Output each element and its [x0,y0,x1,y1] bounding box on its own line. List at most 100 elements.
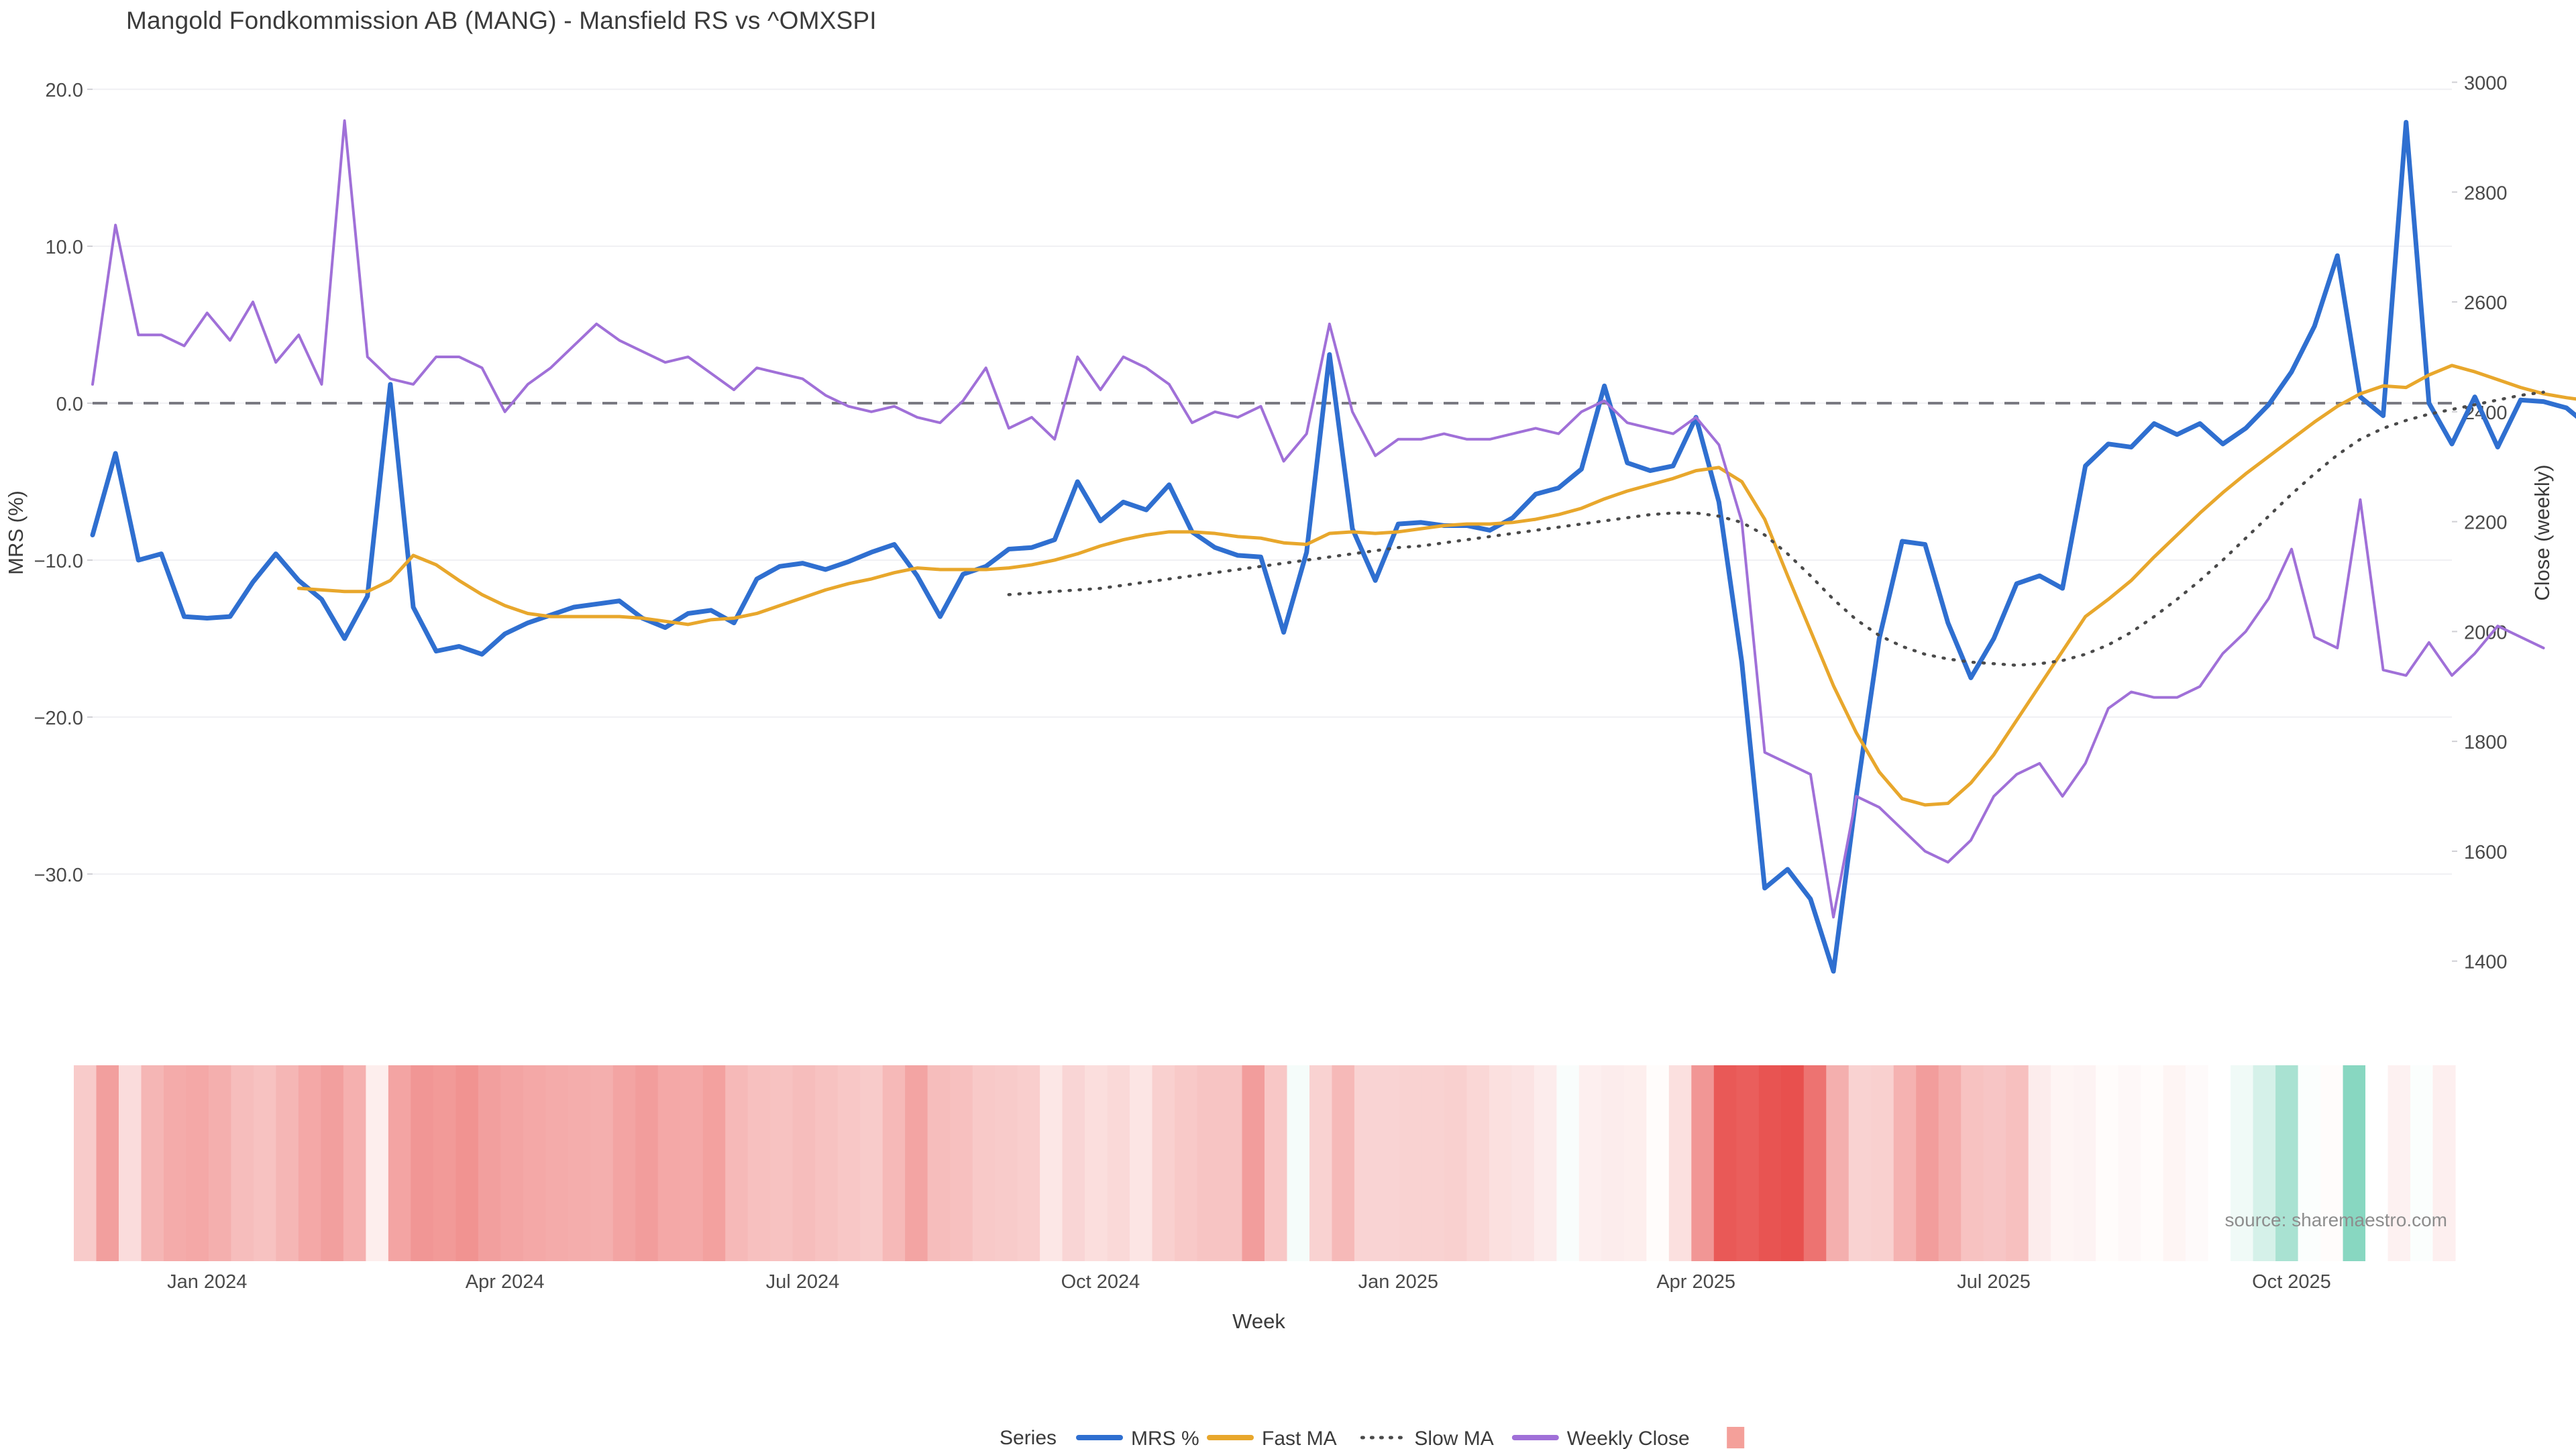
heatstrip-band [2028,1065,2051,1261]
heatstrip-band [186,1065,209,1261]
heatstrip-band [1085,1065,1108,1261]
heatstrip-band [2432,1065,2456,1261]
heatstrip-band [163,1065,187,1261]
right-axis-tick-label: 2200 [2464,513,2508,534]
legend-item-fast-ma[interactable]: Fast MA [1207,1428,1337,1449]
heatstrip-band [2253,1065,2276,1261]
rs-regime-heatstrip [74,1065,2456,1261]
heatstrip-band [1623,1065,1647,1261]
x-axis-tick-label: Jan 2025 [1358,1271,1438,1293]
right-axis: 300028002600240022002000180016001400Clos… [2452,73,2554,973]
heatstrip-band [411,1065,434,1261]
x-axis-tick-label: Oct 2024 [1061,1271,1140,1293]
heatstrip-band [478,1065,501,1261]
left-axis-label: MRS (%) [4,490,28,575]
heatstrip-band [1354,1065,1378,1261]
heatstrip-band [1040,1065,1063,1261]
heatstrip-band [1511,1065,1535,1261]
heatstrip-band [995,1065,1018,1261]
heatstrip-band [1466,1065,1490,1261]
heatstrip-band [972,1065,996,1261]
heatstrip-band [1983,1065,2006,1261]
legend-label-slow-ma: Slow MA [1414,1428,1493,1449]
heatstrip-band [1781,1065,1805,1261]
heatstrip-band [2208,1065,2231,1261]
heatstrip-band [1107,1065,1130,1261]
heatstrip-band [2051,1065,2074,1261]
heatstrip-band [500,1065,524,1261]
heatstrip-band [208,1065,232,1261]
right-axis-tick-label: 1600 [2464,842,2508,863]
right-axis-tick-label: 2600 [2464,292,2508,314]
heatstrip-band [1332,1065,1355,1261]
heatstrip-band [792,1065,816,1261]
heatstrip-band [1399,1065,1423,1261]
heatstrip-band [1848,1065,1872,1261]
heatstrip-band [1062,1065,1085,1261]
heatstrip-band [1534,1065,1557,1261]
heatstrip-band [2163,1065,2186,1261]
heatstrip-band [118,1065,142,1261]
x-axis: Jan 2024 Apr 2024 Jul 2024 Oct 2024 Jan 2025… [167,1271,2331,1333]
right-axis-tick-label: 1800 [2464,732,2508,753]
heatstrip-band [298,1065,321,1261]
heatstrip-band [343,1065,366,1261]
heatstrip-band [1916,1065,1939,1261]
heatstrip-band [1152,1065,1175,1261]
heatstrip-band [276,1065,299,1261]
heatstrip-band [321,1065,344,1261]
heatstrip-band [905,1065,928,1261]
heatstrip-band [635,1065,659,1261]
heatstrip-band [927,1065,951,1261]
x-axis-tick-label: Jul 2024 [766,1271,840,1293]
heatstrip-band [1421,1065,1445,1261]
heatstrip-band [2410,1065,2434,1261]
source-note: source: sharemaestro.com [2225,1210,2447,1230]
heatstrip-band [1017,1065,1040,1261]
right-axis-tick-label: 3000 [2464,73,2508,95]
heatstrip-band [2141,1065,2164,1261]
heatstrip-band [74,1065,97,1261]
legend-item-slow-ma[interactable]: Slow MA [1360,1428,1494,1449]
x-axis-label: Week [1232,1309,1285,1333]
heatstrip-band [433,1065,456,1261]
heatstrip-band [950,1065,973,1261]
heatstrip-band [2320,1065,2344,1261]
left-axis-tick-label: 20.0 [46,80,83,101]
heatstrip-band [455,1065,479,1261]
heatstrip-band [770,1065,794,1261]
legend-item-mrs[interactable]: MRS % [1076,1428,1199,1449]
x-axis-tick-label: Jan 2024 [167,1271,247,1293]
heatstrip-band [2073,1065,2096,1261]
heatstrip-band [612,1065,636,1261]
heatstrip-band [1601,1065,1625,1261]
right-axis-tick-label: 1400 [2464,952,2508,973]
heatstrip-band [657,1065,681,1261]
left-axis-tick-label: −20.0 [34,708,83,729]
heatstrip-band [1578,1065,1602,1261]
heatstrip-band [253,1065,277,1261]
x-axis-tick-label: Oct 2025 [2252,1271,2331,1293]
left-axis-tick-label: −10.0 [34,551,83,572]
left-axis-tick-label: 10.0 [46,237,83,258]
heatstrip-band [1309,1065,1333,1261]
heatstrip-band [1646,1065,1670,1261]
heatstrip-band [1489,1065,1512,1261]
heatstrip-band [545,1065,569,1261]
heatstrip-band [231,1065,254,1261]
legend-item-regime-swatch[interactable] [1727,1427,1745,1448]
heatstrip-band [388,1065,411,1261]
heatstrip-band [2118,1065,2141,1261]
heatstrip-band [2231,1065,2254,1261]
legend: Series MRS % Fast MA Slow MA Weekly Close [1000,1427,1745,1449]
x-axis-tick-label: Apr 2024 [466,1271,545,1293]
heatstrip-band [1377,1065,1400,1261]
series-line-mrs [90,119,2576,974]
series-line-fast-ma [297,364,2576,807]
legend-item-weekly-close[interactable]: Weekly Close [1511,1428,1690,1449]
heatstrip-band [837,1065,861,1261]
left-axis-tick-label: 0.0 [56,394,83,415]
heatstrip-band [1130,1065,1153,1261]
legend-label-fast-ma: Fast MA [1262,1428,1337,1449]
